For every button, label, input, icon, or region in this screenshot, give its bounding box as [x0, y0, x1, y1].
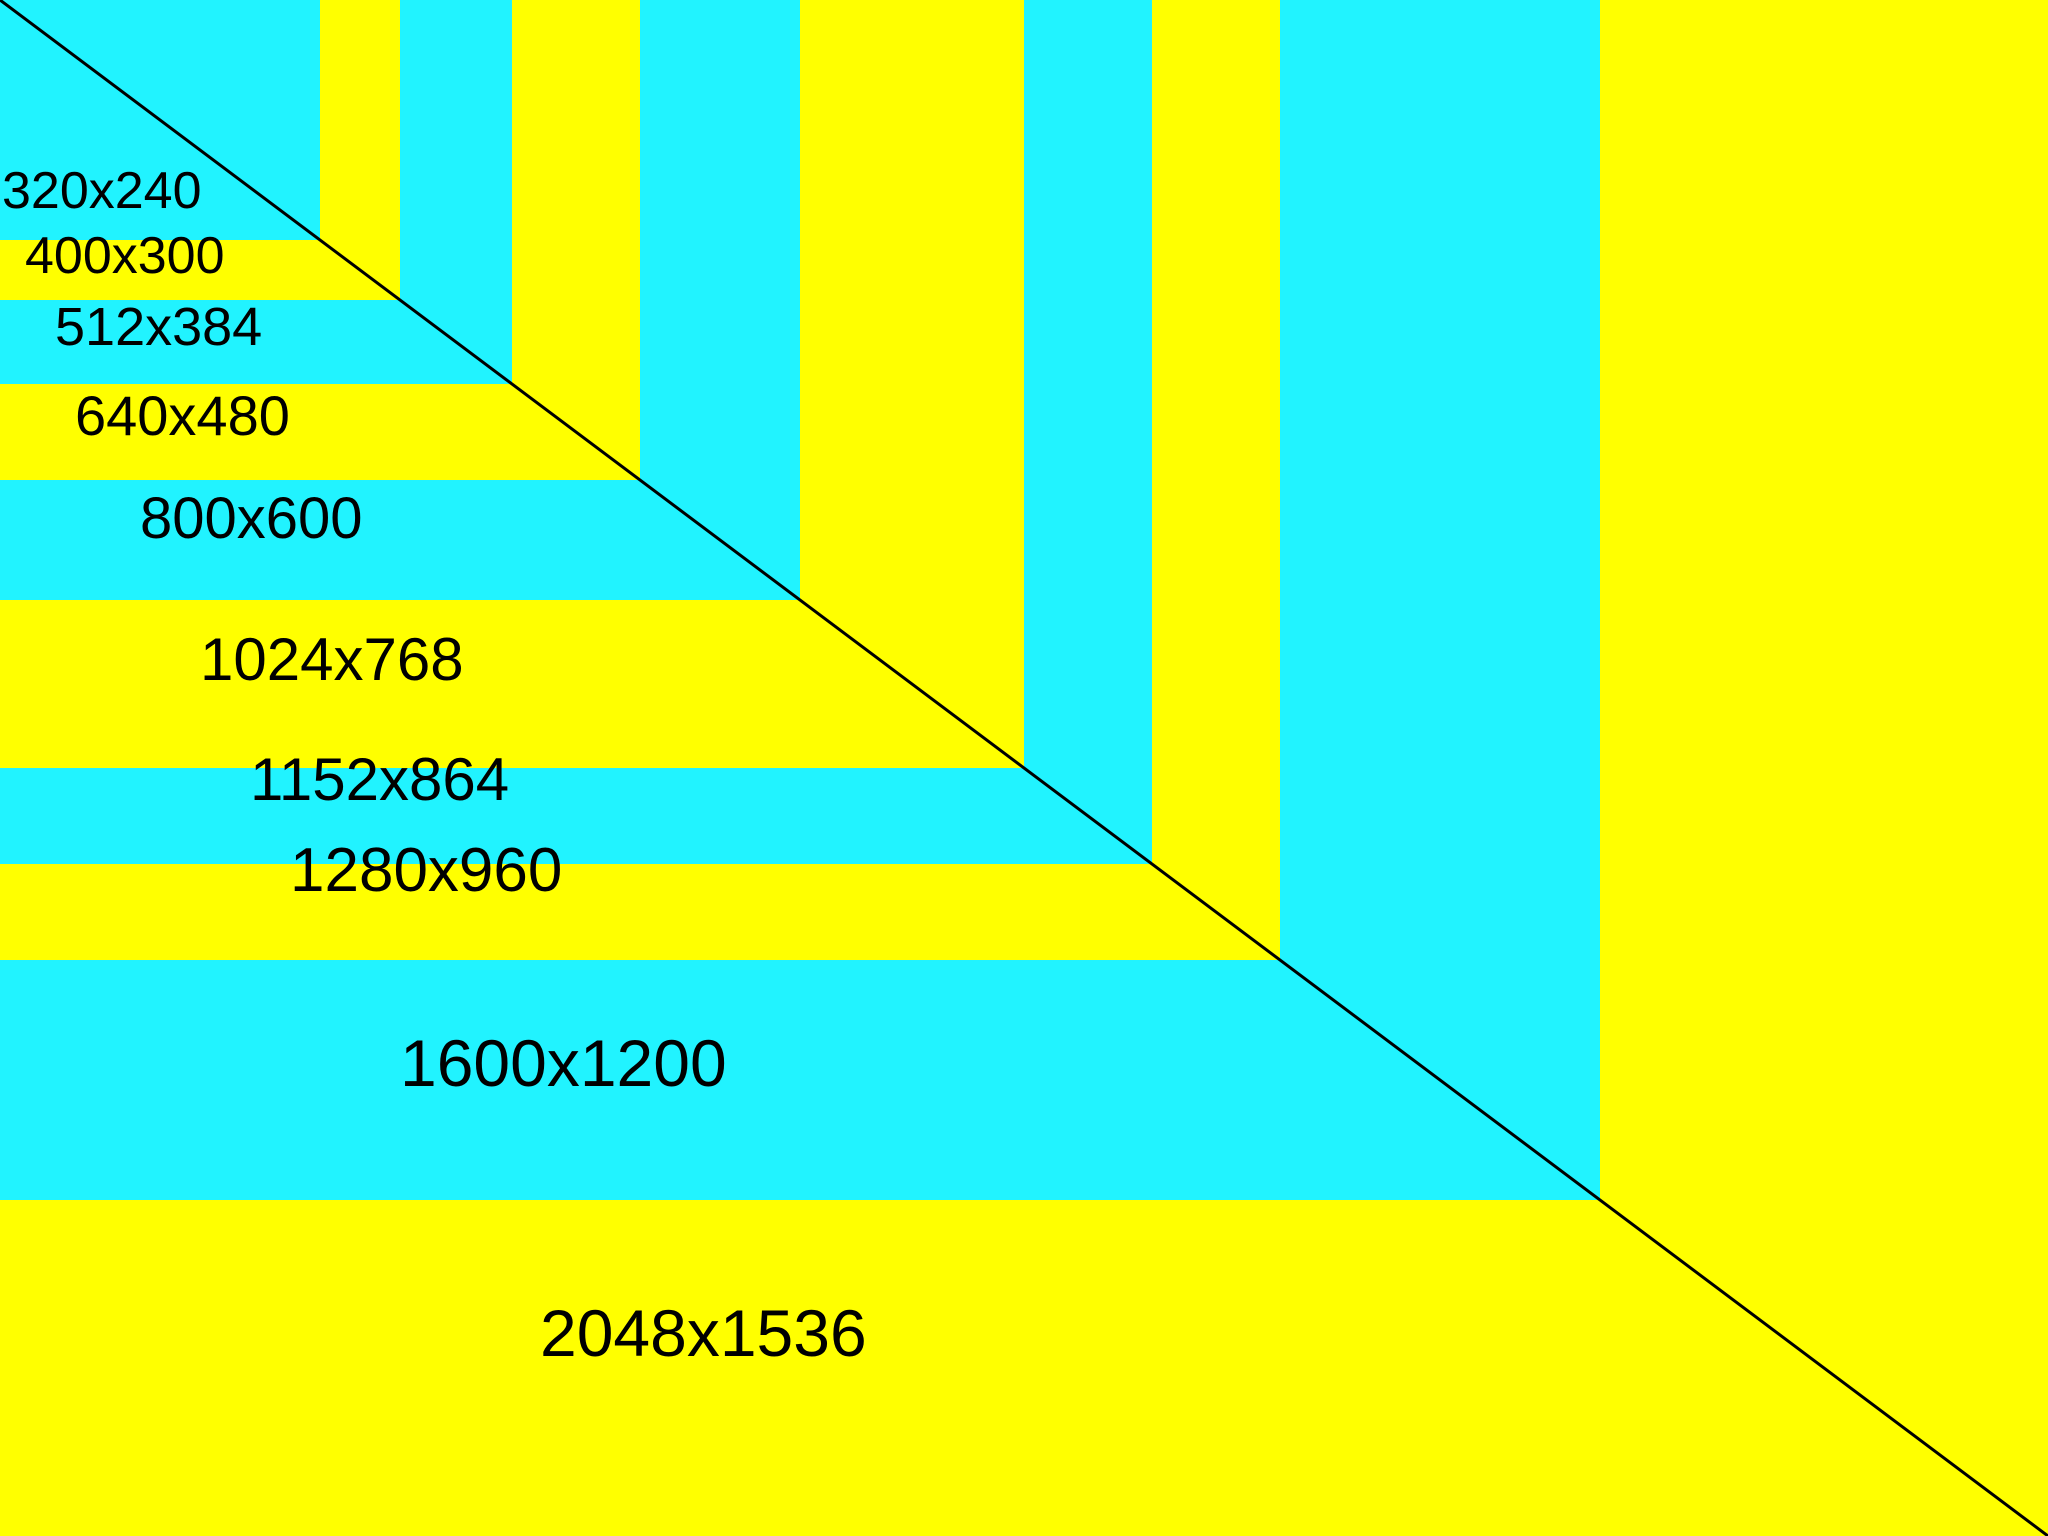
resolution-label-2048x1536: 2048x1536 [540, 1300, 867, 1366]
resolution-label-400x300: 400x300 [25, 230, 225, 282]
resolution-label-800x600: 800x600 [140, 490, 363, 548]
resolution-diagram: 2048x1536 1600x1200 1280x960 1152x864 1024x7… [0, 0, 2048, 1536]
resolution-label-1152x864: 1152x864 [250, 750, 509, 810]
resolution-label-1024x768: 1024x768 [200, 630, 464, 690]
resolution-label-1600x1200: 1600x1200 [400, 1030, 727, 1096]
resolution-label-640x480: 640x480 [75, 388, 290, 444]
resolution-label-1280x960: 1280x960 [290, 840, 562, 902]
resolution-label-320x240: 320x240 [2, 165, 202, 217]
resolution-label-512x384: 512x384 [55, 300, 262, 354]
